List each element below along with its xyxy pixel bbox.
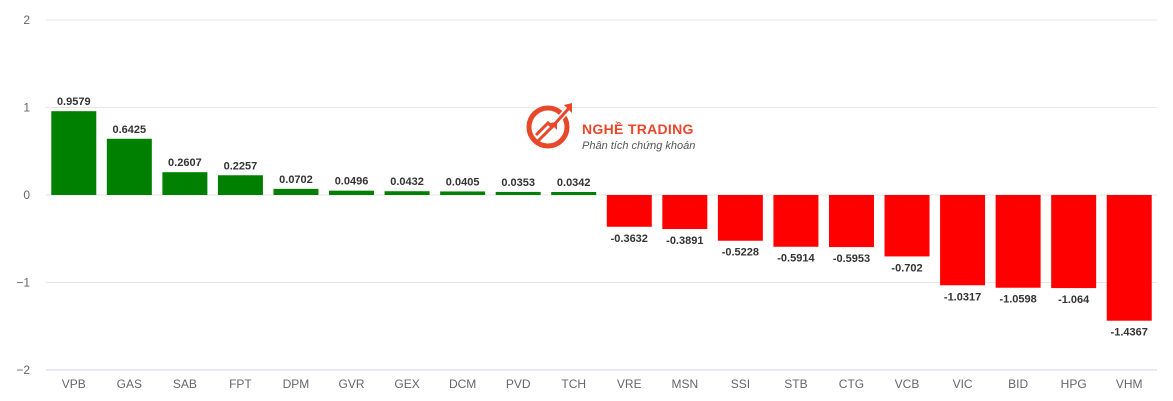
bar-gvr[interactable] xyxy=(329,190,375,195)
bar-fpt[interactable] xyxy=(217,175,263,195)
data-label: 0.0702 xyxy=(279,174,313,186)
bar-vic[interactable] xyxy=(940,195,986,286)
y-axis-tick-labels: 2 1 0 −1 −2 xyxy=(16,13,30,377)
data-label: -1.0598 xyxy=(999,294,1036,306)
data-label: -0.3891 xyxy=(666,235,703,247)
data-label: 0.0432 xyxy=(390,176,424,188)
bar-bid[interactable] xyxy=(995,195,1041,288)
data-label: -0.702 xyxy=(891,262,922,274)
bar-ssi[interactable] xyxy=(717,195,763,241)
data-label: 0.2607 xyxy=(168,157,202,169)
bar-stb[interactable] xyxy=(773,195,819,247)
bar-dcm[interactable] xyxy=(440,191,486,195)
x-tick-label: SAB xyxy=(173,377,197,391)
x-tick-label: VCB xyxy=(895,377,920,391)
x-tick-label: VRE xyxy=(617,377,642,391)
bar-vpb[interactable] xyxy=(51,111,97,195)
bar-tch[interactable] xyxy=(551,192,597,195)
data-label: -1.064 xyxy=(1058,294,1090,306)
x-tick-label: GVR xyxy=(339,377,365,391)
data-label: 0.0496 xyxy=(335,176,369,188)
x-tick-label: VPB xyxy=(62,377,86,391)
bar-gas[interactable] xyxy=(106,138,152,195)
bar-vcb[interactable] xyxy=(884,195,930,257)
bar-gex[interactable] xyxy=(384,191,430,195)
x-tick-label: GAS xyxy=(117,377,142,391)
bar-dpm[interactable] xyxy=(273,188,319,195)
data-label: -1.0317 xyxy=(944,291,981,303)
bar-ctg[interactable] xyxy=(828,195,874,248)
data-label: -1.4367 xyxy=(1111,327,1148,339)
data-label: -0.5228 xyxy=(722,247,759,259)
data-label: -0.3632 xyxy=(611,233,648,245)
x-tick-label: HPG xyxy=(1061,377,1087,391)
y-tick-label: 0 xyxy=(23,188,30,202)
data-labels: 0.9579 0.6425 0.2607 0.2257 0.0702 0.0496 0.04… xyxy=(57,96,1148,339)
x-tick-label: STB xyxy=(784,377,807,391)
data-label: -0.5914 xyxy=(777,253,815,265)
x-tick-label: DCM xyxy=(449,377,476,391)
x-tick-label: CTG xyxy=(839,377,864,391)
x-tick-label: PVD xyxy=(506,377,531,391)
watermark-subtitle: Phân tích chứng khoán xyxy=(582,140,696,152)
data-label: -0.5953 xyxy=(833,253,870,265)
trading-logo-icon xyxy=(526,103,573,149)
bar-sab[interactable] xyxy=(162,172,208,195)
data-label: 0.6425 xyxy=(112,124,146,136)
x-tick-label: VHM xyxy=(1116,377,1143,391)
bar-vhm[interactable] xyxy=(1106,195,1152,321)
x-tick-label: TCH xyxy=(561,377,586,391)
bar-vre[interactable] xyxy=(606,195,652,227)
bars xyxy=(51,111,1152,321)
x-tick-label: SSI xyxy=(731,377,750,391)
bar-pvd[interactable] xyxy=(495,191,541,195)
x-tick-label: DPM xyxy=(283,377,310,391)
x-tick-label: GEX xyxy=(394,377,419,391)
y-tick-label: −2 xyxy=(16,363,30,377)
watermark-logo: NGHỀ TRADING Phân tích chứng khoán xyxy=(522,97,722,157)
y-tick-label: 1 xyxy=(23,101,30,115)
x-tick-label: MSN xyxy=(671,377,698,391)
y-tick-label: 2 xyxy=(23,13,30,27)
data-label: 0.2257 xyxy=(224,160,258,172)
data-label: 0.0353 xyxy=(501,177,535,189)
bar-hpg[interactable] xyxy=(1051,195,1097,289)
grid-lines xyxy=(46,19,1157,371)
x-tick-label: FPT xyxy=(229,377,252,391)
data-label: 0.0342 xyxy=(557,177,591,189)
bar-msn[interactable] xyxy=(662,195,708,230)
x-axis-tick-labels: VPB GAS SAB FPT DPM GVR GEX DCM PVD TCH VRE MSN SSI S… xyxy=(62,377,1143,391)
x-tick-label: VIC xyxy=(953,377,973,391)
x-tick-label: BID xyxy=(1008,377,1028,391)
data-label: 0.0405 xyxy=(446,176,480,188)
data-label: 0.9579 xyxy=(57,96,91,108)
y-tick-label: −1 xyxy=(16,276,30,290)
watermark-title: NGHỀ TRADING xyxy=(582,121,694,137)
